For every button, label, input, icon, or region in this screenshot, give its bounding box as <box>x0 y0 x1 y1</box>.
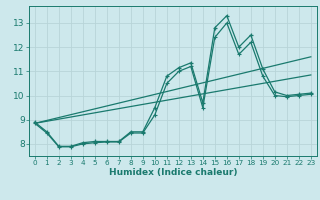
X-axis label: Humidex (Indice chaleur): Humidex (Indice chaleur) <box>108 168 237 177</box>
